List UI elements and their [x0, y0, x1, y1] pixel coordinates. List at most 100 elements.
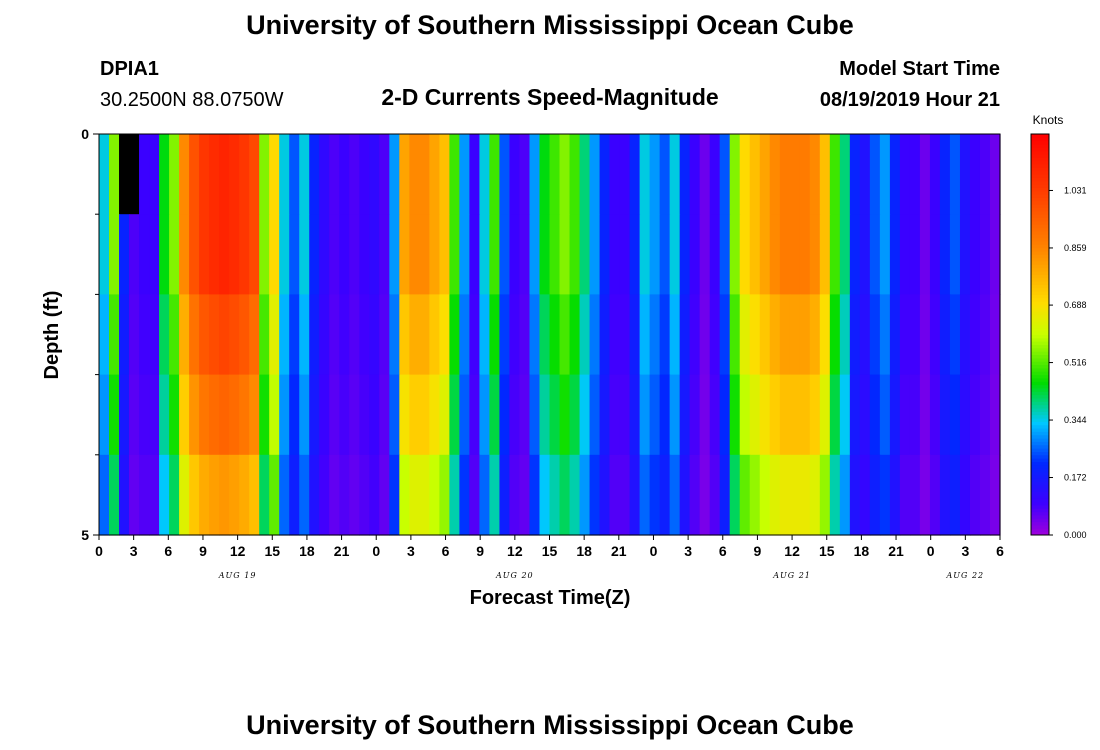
colorbar-segment	[1031, 237, 1049, 242]
colorbar-segment	[1031, 337, 1049, 342]
colorbar-segment	[1031, 214, 1049, 219]
colorbar-segment	[1031, 247, 1049, 252]
heatmap-cell	[469, 214, 481, 295]
heatmap-cell	[129, 294, 140, 376]
heatmap-cell	[249, 454, 260, 536]
colorbar-segment	[1031, 364, 1049, 369]
heatmap-cell	[639, 374, 651, 456]
heatmap-cell	[909, 214, 921, 295]
heatmap-cell	[659, 454, 671, 536]
x-tick-label: 3	[684, 543, 692, 559]
heatmap-cell	[149, 454, 160, 536]
x-tick-label: 15	[819, 543, 835, 559]
heatmap-cell	[269, 294, 280, 376]
colorbar-segment	[1031, 184, 1049, 188]
heatmap-cell	[159, 454, 170, 536]
heatmap-cell	[739, 454, 751, 536]
heatmap-cell	[839, 374, 851, 456]
date-label: AUG 21	[772, 571, 811, 580]
heatmap-cell	[669, 294, 681, 376]
heatmap-cell	[469, 294, 481, 376]
colorbar-segment	[1031, 324, 1049, 329]
colorbar-segment	[1031, 207, 1049, 212]
heatmap-cell	[909, 374, 921, 456]
x-tick-label: 15	[264, 543, 280, 559]
heatmap-cell	[969, 214, 981, 295]
heatmap-cell	[779, 374, 791, 456]
heatmap-cell	[869, 294, 881, 376]
x-tick-label: 21	[611, 543, 627, 559]
colorbar-segment	[1031, 314, 1049, 319]
heatmap-cell	[289, 454, 300, 536]
heatmap-cell	[499, 374, 511, 456]
heatmap-cell	[119, 294, 130, 376]
heatmap-cell	[129, 454, 140, 536]
colorbar-segment	[1031, 164, 1049, 168]
heatmap-cell	[319, 134, 330, 215]
heatmap-cell	[609, 374, 621, 456]
heatmap-cell	[929, 454, 941, 536]
heatmap-cell	[229, 214, 240, 295]
heatmap-cell	[489, 374, 501, 456]
heatmap-cell	[359, 294, 370, 376]
x-tick-label: 9	[754, 543, 762, 559]
colorbar-frame	[1030, 133, 1050, 536]
heatmap-cell	[789, 374, 801, 456]
heatmap-cell	[629, 134, 641, 215]
model-start-label: Model Start Time	[839, 58, 1000, 80]
heatmap-cell	[319, 214, 330, 295]
colorbar-segment	[1031, 414, 1049, 419]
colorbar-segment	[1031, 244, 1049, 249]
heatmap-cell	[769, 294, 781, 376]
heatmap-cell	[619, 294, 631, 376]
colorbar-segment	[1031, 361, 1049, 366]
heatmap-cell	[539, 454, 551, 536]
heatmap-cell	[139, 214, 150, 295]
heatmap-cell	[729, 214, 741, 295]
heatmap-cell	[729, 294, 741, 376]
heatmap-cell	[369, 134, 380, 215]
heatmap-cell	[439, 294, 450, 376]
heatmap-cell	[159, 214, 170, 295]
heatmap-cell	[649, 294, 661, 376]
heatmap-cell	[159, 294, 170, 376]
heatmap-cell	[209, 294, 220, 376]
heatmap-cell	[689, 294, 701, 376]
heatmap-cell	[749, 294, 761, 376]
model-start-value: 08/19/2019 Hour 21	[820, 89, 1000, 111]
heatmap-cell	[809, 214, 821, 295]
heatmap-cell	[549, 214, 561, 295]
heatmap-cell	[109, 214, 120, 295]
heatmap-cell	[479, 134, 491, 215]
x-tick-label: 18	[576, 543, 592, 559]
colorbar-segment	[1031, 224, 1049, 229]
heatmap-cell	[889, 294, 901, 376]
heatmap-cell	[529, 374, 541, 456]
heatmap-cell	[459, 214, 471, 295]
heatmap-cell	[869, 454, 881, 536]
heatmap-cell	[829, 454, 841, 536]
colorbar-segment	[1031, 174, 1049, 178]
colorbar-segment	[1031, 518, 1049, 523]
heatmap-cell	[749, 374, 761, 456]
heatmap-cell	[989, 134, 1001, 215]
heatmap-cell	[469, 374, 481, 456]
heatmap-cell	[299, 294, 310, 376]
heatmap-cell	[949, 374, 961, 456]
heatmap-cell	[829, 294, 841, 376]
heatmap-cell	[849, 374, 861, 456]
heatmap-cell	[539, 294, 551, 376]
colorbar-segment	[1031, 394, 1049, 399]
heatmap-cell	[709, 214, 721, 295]
colorbar-tick-label: 0.859	[1064, 243, 1087, 253]
heatmap-cell	[499, 454, 511, 536]
colorbar-segment	[1031, 271, 1049, 275]
heatmap-cell	[359, 134, 370, 215]
heatmap-cell	[289, 214, 300, 295]
heatmap-cell	[289, 294, 300, 376]
colorbar-segment	[1031, 287, 1049, 292]
heatmap-cell	[729, 454, 741, 536]
colorbar-segment	[1031, 140, 1049, 145]
heatmap-cell	[569, 374, 581, 456]
heatmap-cell	[439, 374, 450, 456]
